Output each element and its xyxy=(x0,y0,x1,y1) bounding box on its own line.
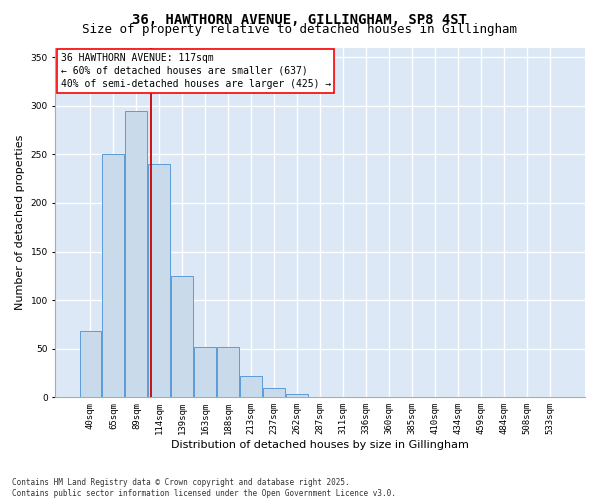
Bar xyxy=(103,154,124,398)
Bar xyxy=(148,164,170,398)
Bar xyxy=(80,332,101,398)
Text: Contains HM Land Registry data © Crown copyright and database right 2025.
Contai: Contains HM Land Registry data © Crown c… xyxy=(12,478,396,498)
Bar xyxy=(194,347,216,398)
Bar xyxy=(172,276,193,398)
Text: Size of property relative to detached houses in Gillingham: Size of property relative to detached ho… xyxy=(83,22,517,36)
Y-axis label: Number of detached properties: Number of detached properties xyxy=(15,134,25,310)
X-axis label: Distribution of detached houses by size in Gillingham: Distribution of detached houses by size … xyxy=(171,440,469,450)
Text: 36 HAWTHORN AVENUE: 117sqm
← 60% of detached houses are smaller (637)
40% of sem: 36 HAWTHORN AVENUE: 117sqm ← 60% of deta… xyxy=(61,52,331,89)
Bar xyxy=(241,376,262,398)
Bar xyxy=(263,388,285,398)
Bar xyxy=(125,110,148,398)
Bar xyxy=(286,394,308,398)
Bar xyxy=(217,347,239,398)
Text: 36, HAWTHORN AVENUE, GILLINGHAM, SP8 4ST: 36, HAWTHORN AVENUE, GILLINGHAM, SP8 4ST xyxy=(133,12,467,26)
